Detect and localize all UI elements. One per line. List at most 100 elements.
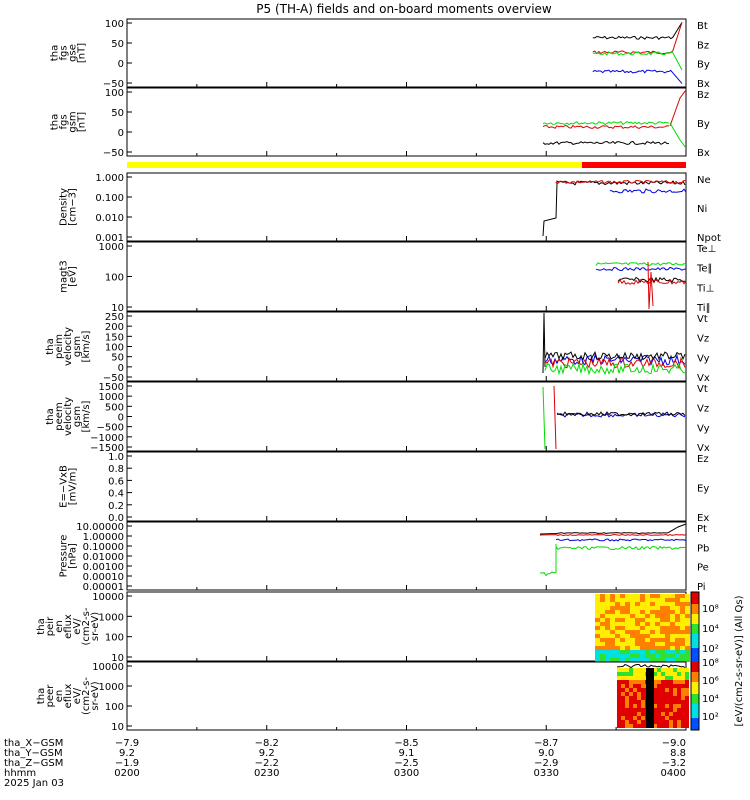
ephemeris-value: −1.9 [115, 758, 139, 769]
colorbar-cell [691, 690, 699, 692]
colorbar-cell [691, 618, 699, 620]
y-tick-label: 100 [105, 273, 124, 284]
colorbar-cell [691, 596, 699, 598]
spec-cell [675, 638, 680, 642]
spec-cell [625, 614, 630, 618]
spec-cell [645, 594, 650, 598]
y-axis-label: tha [45, 408, 56, 424]
spec-cell [669, 684, 673, 688]
colorbar-cell [691, 608, 699, 610]
y-tick-label: 0.010 [95, 213, 124, 224]
spec-cell [641, 696, 645, 700]
series-Vt [556, 411, 686, 417]
spec-cell [615, 654, 620, 658]
spec-cell [625, 654, 630, 658]
spec-cell [665, 598, 670, 602]
spec-cell [617, 688, 621, 692]
spec-cell [680, 634, 685, 638]
spec-cell [681, 712, 685, 716]
panel-pressure: 10.000001.000000.100000.010000.001000.00… [59, 521, 709, 593]
spec-cell [625, 630, 630, 634]
spec-cell [637, 668, 641, 672]
panel-frame [126, 241, 687, 312]
spec-cell [600, 610, 605, 614]
spec-cell [673, 692, 677, 696]
mode-bar-slow [127, 162, 582, 168]
spec-cell [685, 684, 689, 688]
spec-cell [665, 634, 670, 638]
spec-cell [610, 594, 615, 598]
series-Vt [544, 350, 686, 362]
spec-cell [633, 720, 637, 724]
spec-cell [615, 610, 620, 614]
colorbar-cell [691, 718, 699, 720]
spec-cell [670, 658, 675, 662]
spec-cell [620, 650, 625, 654]
spec-cell [661, 720, 665, 724]
spec-cell [685, 598, 690, 602]
spec-cell [665, 684, 669, 688]
plot-title: P5 (TH-A) fields and on-board moments ov… [256, 2, 552, 16]
spec-cell [670, 622, 675, 626]
spec-cell [645, 598, 650, 602]
colorbar-cell [691, 668, 699, 670]
legend-entry: Vt [697, 384, 708, 395]
spec-cell [685, 602, 690, 606]
spec-cell [640, 654, 645, 658]
spec-cell [629, 712, 633, 716]
spec-cell [595, 610, 600, 614]
spec-cell [595, 594, 600, 598]
spec-cell [657, 668, 661, 672]
y-tick-label: 1.000 [95, 173, 124, 184]
spec-cell [653, 700, 657, 704]
legend-entry: Bx [697, 148, 710, 159]
spec-cell [620, 598, 625, 602]
series-Npot [609, 188, 687, 194]
spec-cell [595, 598, 600, 602]
spec-cell [640, 614, 645, 618]
y-tick-label: 50 [111, 39, 124, 50]
spec-cell [665, 712, 669, 716]
y-tick-label: 10000 [92, 662, 124, 673]
colorbar-cell [691, 680, 699, 682]
spec-cell [673, 700, 677, 704]
series-Ti-par [595, 262, 687, 266]
spec-cell [670, 598, 675, 602]
spec-cell [685, 680, 689, 684]
spec-cell [617, 716, 621, 720]
spec-cell [673, 720, 677, 724]
spec-cell [673, 724, 677, 728]
spec-cell [670, 634, 675, 638]
spec-cell [645, 634, 650, 638]
legend-entry: Ez [697, 454, 709, 465]
spec-cell [650, 626, 655, 630]
spec-cell [633, 676, 637, 680]
y-tick-label: 1000 [99, 392, 124, 403]
spec-cell [629, 708, 633, 712]
y-axis-label: tha [36, 688, 47, 704]
spec-cell [605, 634, 610, 638]
spec-cell [655, 606, 660, 610]
spec-cell [655, 618, 660, 622]
spec-cell [605, 602, 610, 606]
colorbar-cell [691, 704, 699, 706]
spec-cell [621, 672, 625, 676]
legend-entry: Bt [697, 21, 708, 32]
spec-cell [630, 634, 635, 638]
y-tick-label: 10 [111, 303, 124, 314]
y-axis-label: en [54, 690, 65, 703]
spec-cell [645, 626, 650, 630]
spec-cell [670, 606, 675, 610]
colorbar-cell [691, 604, 699, 606]
spec-cell [650, 630, 655, 634]
spec-cell [615, 626, 620, 630]
spec-cell [605, 638, 610, 642]
y-axis-label: magt3 [59, 260, 70, 293]
spec-cell [675, 658, 680, 662]
y-tick-label: 0.01000 [83, 552, 124, 563]
colorbar-cell [691, 622, 699, 624]
spec-cell [655, 598, 660, 602]
spec-cell [680, 658, 685, 662]
spec-cell [655, 638, 660, 642]
spec-cell [665, 654, 670, 658]
